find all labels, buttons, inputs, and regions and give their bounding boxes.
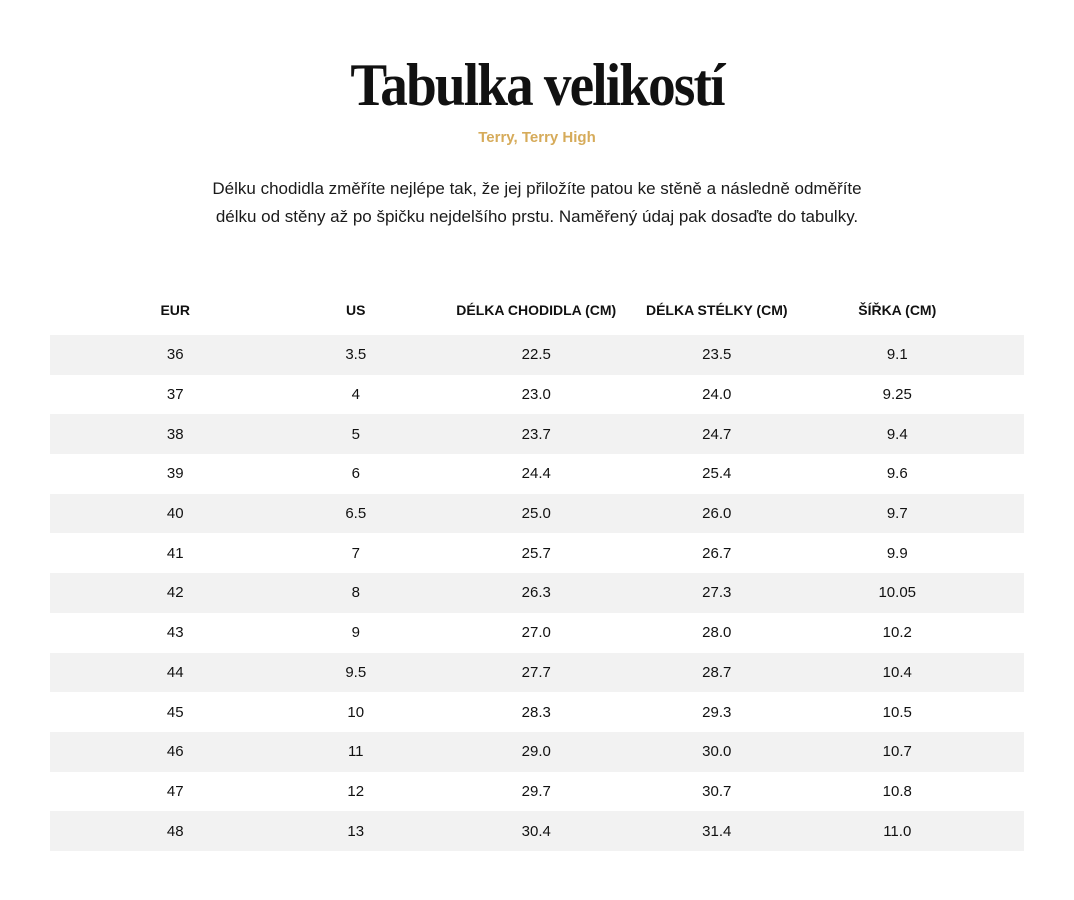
intro-text: Délku chodidla změříte nejlépe tak, že j… <box>170 175 904 231</box>
cell-eur: 45 <box>166 703 184 721</box>
cell-foot-length: 29.7 <box>521 782 551 800</box>
cell-width: 9.1 <box>886 346 908 364</box>
header-eur: EUR <box>160 301 191 318</box>
table-row: 36 3.5 22.5 23.5 9.1 <box>50 335 1024 375</box>
cell-insole-length: 30.7 <box>702 782 732 800</box>
cell-foot-length: 30.4 <box>521 822 551 840</box>
cell-width: 9.7 <box>886 505 908 523</box>
cell-foot-length: 23.0 <box>521 386 551 404</box>
cell-insole-length: 30.0 <box>702 743 732 761</box>
cell-us: 12 <box>347 782 365 800</box>
table-row: 42 8 26.3 27.3 10.05 <box>50 573 1024 613</box>
cell-eur: 41 <box>166 544 184 562</box>
cell-insole-length: 25.4 <box>702 465 732 483</box>
cell-us: 3.5 <box>345 346 367 364</box>
intro-line: délku od stěny až po špičku nejdelšího p… <box>215 207 859 226</box>
cell-foot-length: 26.3 <box>521 584 551 602</box>
cell-eur: 37 <box>166 386 184 404</box>
cell-us: 13 <box>347 822 365 840</box>
cell-foot-length: 23.7 <box>521 425 551 443</box>
cell-eur: 46 <box>166 743 184 761</box>
cell-eur: 44 <box>166 663 184 681</box>
table-row: 43 9 27.0 28.0 10.2 <box>50 613 1024 653</box>
product-subtitle: Terry, Terry High <box>478 129 596 146</box>
header-width: ŠÍŘKA (CM) <box>858 301 937 318</box>
cell-us: 6.5 <box>345 505 367 523</box>
cell-insole-length: 28.7 <box>702 663 732 681</box>
cell-eur: 39 <box>166 465 184 483</box>
cell-us: 6 <box>351 465 360 483</box>
cell-insole-length: 26.7 <box>702 544 732 562</box>
header-insole-length: DÉLKA STÉLKY (CM) <box>645 301 788 318</box>
cell-foot-length: 29.0 <box>521 743 551 761</box>
cell-foot-length: 27.7 <box>521 663 551 681</box>
table-row: 44 9.5 27.7 28.7 10.4 <box>50 652 1024 693</box>
table-row: 40 6.5 25.0 26.0 9.7 <box>50 493 1024 534</box>
table-row: 39 6 24.4 25.4 9.6 <box>50 454 1024 494</box>
cell-width: 10.05 <box>878 584 917 602</box>
cell-insole-length: 31.4 <box>702 822 732 840</box>
cell-us: 8 <box>351 584 360 602</box>
cell-insole-length: 29.3 <box>702 703 732 721</box>
cell-foot-length: 28.3 <box>521 703 551 721</box>
cell-us: 5 <box>351 425 360 443</box>
intro-line: Délku chodidla změříte nejlépe tak, že j… <box>212 179 862 198</box>
cell-us: 11 <box>347 743 364 761</box>
cell-foot-length: 24.4 <box>521 465 551 483</box>
cell-insole-length: 26.0 <box>702 505 732 523</box>
cell-insole-length: 23.5 <box>702 346 732 364</box>
cell-width: 9.6 <box>886 465 908 483</box>
cell-insole-length: 24.7 <box>702 425 732 443</box>
cell-width: 10.5 <box>882 703 912 721</box>
cell-foot-length: 27.0 <box>521 624 551 642</box>
cell-width: 10.8 <box>882 782 912 800</box>
cell-eur: 38 <box>166 425 184 443</box>
cell-insole-length: 24.0 <box>702 386 732 404</box>
cell-eur: 43 <box>166 624 184 642</box>
table-row: 48 13 30.4 31.4 11.0 <box>50 811 1024 851</box>
cell-foot-length: 25.7 <box>521 544 551 562</box>
cell-us: 9 <box>351 624 360 642</box>
cell-us: 9.5 <box>345 663 367 681</box>
size-table: EUR US DÉLKA CHODIDLA (CM) DÉLKA STÉLKY … <box>50 290 1024 851</box>
table-row: 45 10 28.3 29.3 10.5 <box>50 692 1024 732</box>
cell-us: 4 <box>351 386 360 404</box>
cell-eur: 47 <box>166 782 184 800</box>
cell-us: 7 <box>351 544 360 562</box>
cell-width: 10.4 <box>882 663 912 681</box>
cell-foot-length: 22.5 <box>521 346 551 364</box>
cell-eur: 40 <box>166 505 184 523</box>
header-foot-length: DÉLKA CHODIDLA (CM) <box>456 301 617 318</box>
cell-insole-length: 27.3 <box>702 584 732 602</box>
cell-insole-length: 28.0 <box>702 624 732 642</box>
cell-us: 10 <box>347 703 365 721</box>
cell-eur: 48 <box>166 822 184 840</box>
table-row: 37 4 23.0 24.0 9.25 <box>50 375 1024 415</box>
cell-width: 9.4 <box>886 425 908 443</box>
cell-eur: 42 <box>166 584 184 602</box>
cell-width: 9.25 <box>882 386 912 404</box>
table-header: EUR US DÉLKA CHODIDLA (CM) DÉLKA STÉLKY … <box>50 290 1024 329</box>
cell-width: 11.0 <box>883 822 912 840</box>
cell-width: 10.7 <box>882 743 912 761</box>
table-row: 41 7 25.7 26.7 9.9 <box>50 533 1024 573</box>
header-us: US <box>346 301 366 318</box>
table-row: 47 12 29.7 30.7 10.8 <box>50 772 1024 812</box>
table-row: 38 5 23.7 24.7 9.4 <box>50 414 1024 455</box>
cell-foot-length: 25.0 <box>521 505 551 523</box>
table-row: 46 11 29.0 30.0 10.7 <box>50 731 1024 772</box>
cell-width: 9.9 <box>886 544 908 562</box>
cell-eur: 36 <box>166 346 184 364</box>
page-title: Tabulka velikostí <box>350 52 725 118</box>
cell-width: 10.2 <box>882 624 912 642</box>
